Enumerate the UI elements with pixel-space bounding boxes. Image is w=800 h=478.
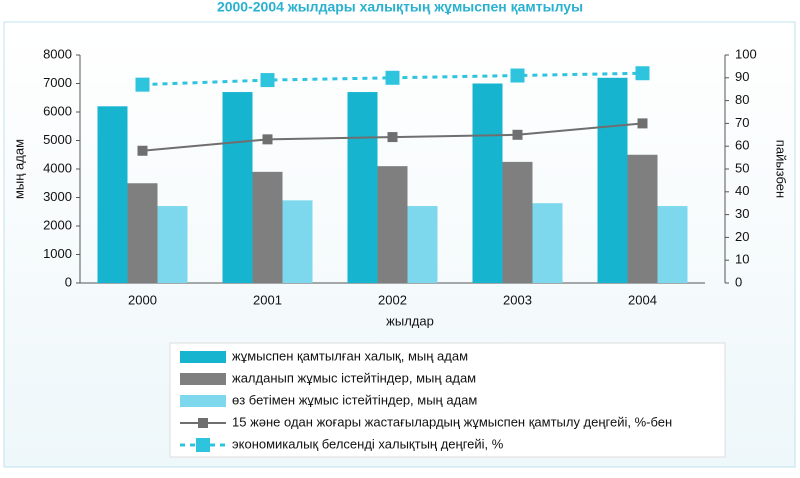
line-marker (512, 129, 523, 140)
chart-title: 2000-2004 жылдары халықтың жұмыспен қамт… (217, 0, 583, 15)
legend-label: 15 және одан жоғары жастағылардың жұмысп… (232, 414, 672, 429)
y2-tick-label: 100 (735, 46, 757, 61)
y2-tick-label: 20 (735, 229, 749, 244)
y2-tick-label: 30 (735, 206, 749, 221)
y2-tick-label: 70 (735, 115, 749, 130)
bar (627, 154, 658, 283)
bar (222, 92, 253, 283)
bar (532, 203, 563, 283)
y-tick-label: 3000 (43, 189, 72, 204)
line-marker (387, 132, 398, 143)
y2-tick-label: 60 (735, 138, 749, 153)
y2-tick-label: 0 (735, 274, 742, 289)
y-tick-label: 4000 (43, 160, 72, 175)
line-marker (510, 68, 525, 83)
line-marker (137, 145, 148, 156)
bar (127, 183, 158, 283)
y2-axis-label: пайызбен (774, 140, 789, 198)
legend-swatch (180, 351, 226, 363)
y-tick-label: 0 (65, 274, 72, 289)
legend-swatch (180, 395, 226, 407)
bar (252, 171, 283, 283)
bar (472, 83, 503, 283)
legend-swatch (180, 373, 226, 385)
y2-tick-label: 50 (735, 160, 749, 175)
legend-label: жұмыспен қамтылған халық, мың адам (232, 348, 468, 363)
bar (157, 206, 188, 283)
legend-marker (196, 438, 210, 452)
line-marker (135, 77, 150, 92)
y2-tick-label: 80 (735, 92, 749, 107)
y-tick-label: 6000 (43, 103, 72, 118)
y-tick-label: 1000 (43, 246, 72, 261)
line-marker (262, 134, 273, 145)
y-tick-label: 2000 (43, 217, 72, 232)
bar (407, 206, 438, 283)
x-tick-label: 2002 (378, 292, 407, 307)
y-tick-label: 7000 (43, 75, 72, 90)
y2-tick-label: 90 (735, 69, 749, 84)
line-marker (635, 66, 650, 81)
bar (502, 161, 533, 283)
x-tick-label: 2004 (628, 292, 657, 307)
y2-tick-label: 40 (735, 183, 749, 198)
x-axis-label: жылдар (386, 313, 434, 328)
legend (169, 342, 726, 458)
bar (597, 77, 628, 283)
line-marker (385, 70, 400, 85)
y-axis-label: мың адам (11, 139, 26, 199)
bar (657, 206, 688, 283)
x-tick-label: 2000 (128, 292, 157, 307)
legend-marker (198, 418, 208, 428)
bar (347, 92, 378, 283)
legend-label: экономикалық белсенді халықтың деңгейі, … (232, 436, 504, 451)
line-marker (637, 118, 648, 129)
y-tick-label: 8000 (43, 46, 72, 61)
y2-tick-label: 10 (735, 252, 749, 267)
bar (282, 200, 313, 283)
legend-label: жалданып жұмыс істейтіндер, мың адам (232, 370, 476, 385)
x-tick-label: 2001 (253, 292, 282, 307)
bar (97, 106, 128, 283)
x-tick-label: 2003 (503, 292, 532, 307)
y-tick-label: 5000 (43, 132, 72, 147)
bar (377, 166, 408, 283)
legend-label: өз бетімен жұмыс істейтіндер, мың адам (232, 392, 477, 407)
line-marker (260, 73, 275, 88)
